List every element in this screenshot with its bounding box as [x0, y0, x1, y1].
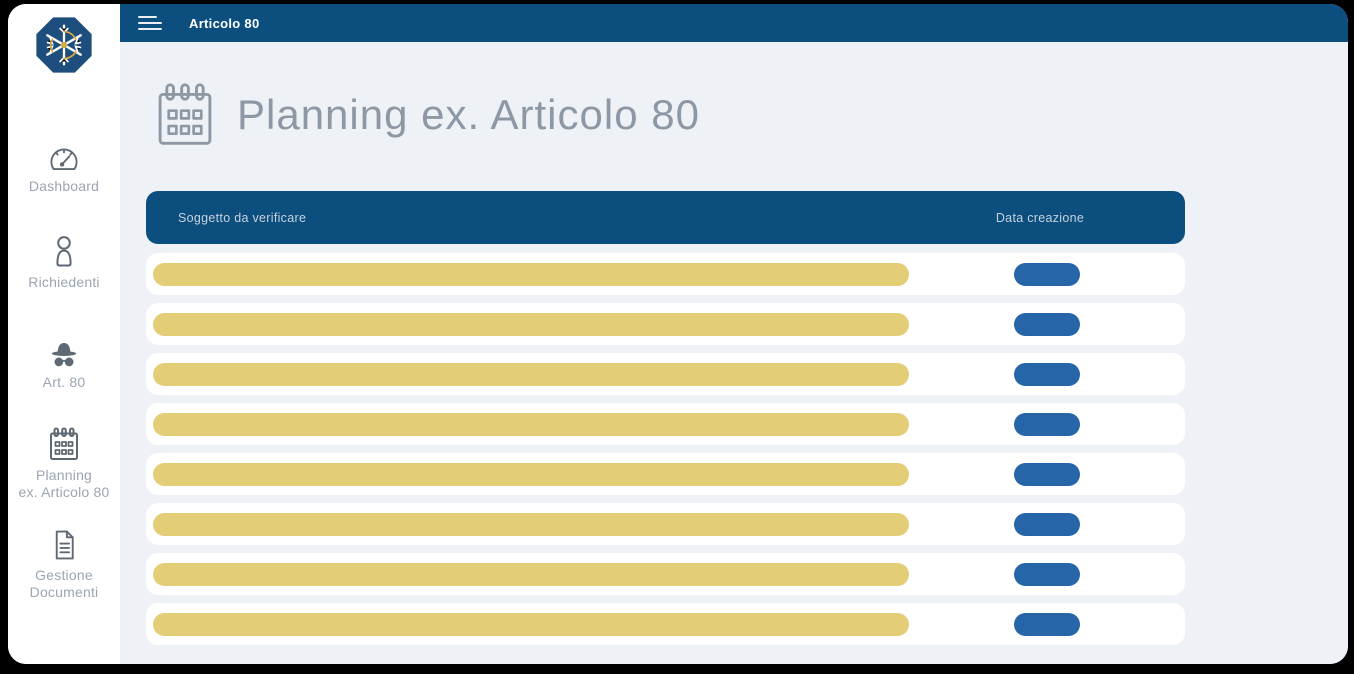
gauge-icon: [50, 148, 78, 170]
subject-redacted-pill: [153, 612, 909, 636]
table-row[interactable]: [146, 253, 1185, 296]
subject-cell: [146, 462, 909, 486]
table-row[interactable]: [146, 303, 1185, 346]
topbar: Articolo 80: [120, 4, 1348, 42]
subject-redacted-pill: [153, 312, 909, 336]
date-cell: [909, 462, 1185, 486]
hamburger-menu-icon[interactable]: [138, 16, 162, 30]
subject-redacted-pill: [153, 412, 909, 436]
sidebar-item-richiedenti[interactable]: Richiedenti: [8, 233, 120, 291]
sidebar-item-label: Gestione Documenti: [29, 567, 99, 600]
planning-table: Soggetto da verificare Data creazione: [146, 191, 1185, 646]
table-row[interactable]: [146, 453, 1185, 496]
topbar-title: Articolo 80: [189, 15, 260, 31]
document-icon: [55, 530, 74, 560]
person-icon: [56, 236, 72, 267]
date-cell: [909, 312, 1185, 336]
subject-cell: [146, 262, 909, 286]
subject-cell: [146, 312, 909, 336]
main-content: Planning ex. Articolo 80 Soggetto da ver…: [120, 42, 1348, 664]
table-row[interactable]: [146, 503, 1185, 546]
sidebar-item-label: Dashboard: [28, 178, 100, 194]
date-cell: [909, 362, 1185, 386]
subject-cell: [146, 362, 909, 386]
subject-redacted-pill: [153, 562, 909, 586]
sidebar-item-label: Planning ex. Articolo 80: [18, 467, 110, 500]
sidebar-item-planning[interactable]: Planning ex. Articolo 80: [8, 427, 120, 501]
table-row[interactable]: [146, 353, 1185, 396]
table-body: [146, 253, 1185, 646]
column-header-data-creazione: Data creazione: [995, 210, 1085, 225]
sidebar-nav: Dashboard Richiedenti Art. 80: [8, 145, 120, 601]
date-cell: [909, 262, 1185, 286]
sidebar: Dashboard Richiedenti Art. 80: [8, 4, 120, 664]
subject-cell: [146, 612, 909, 636]
incognito-icon: [51, 342, 77, 367]
sidebar-item-gestione-documenti[interactable]: Gestione Documenti: [8, 528, 120, 601]
table-row[interactable]: [146, 603, 1185, 646]
date-redacted-pill: [1014, 612, 1080, 636]
date-redacted-pill: [1014, 412, 1080, 436]
calendar-icon: [158, 83, 212, 145]
date-redacted-pill: [1014, 262, 1080, 286]
date-redacted-pill: [1014, 512, 1080, 536]
column-header-soggetto: Soggetto da verificare: [178, 210, 307, 225]
date-redacted-pill: [1014, 562, 1080, 586]
date-cell: [909, 512, 1185, 536]
subject-cell: [146, 412, 909, 436]
subject-redacted-pill: [153, 512, 909, 536]
date-cell: [909, 612, 1185, 636]
table-row[interactable]: [146, 553, 1185, 596]
subject-cell: [146, 512, 909, 536]
date-redacted-pill: [1014, 312, 1080, 336]
table-row[interactable]: [146, 403, 1185, 446]
date-cell: [909, 412, 1185, 436]
subject-redacted-pill: [153, 362, 909, 386]
page-title: Planning ex. Articolo 80: [237, 91, 700, 139]
snowflake-octagon-logo: [36, 17, 92, 73]
sidebar-item-label: Richiedenti: [28, 274, 100, 290]
subject-redacted-pill: [153, 462, 909, 486]
calendar-icon: [50, 427, 78, 460]
page-header: Planning ex. Articolo 80: [155, 63, 1348, 167]
sidebar-item-art-80[interactable]: Art. 80: [8, 339, 120, 391]
subject-cell: [146, 562, 909, 586]
app-window: Dashboard Richiedenti Art. 80: [8, 4, 1348, 664]
sidebar-item-label: Art. 80: [42, 374, 86, 390]
date-redacted-pill: [1014, 362, 1080, 386]
table-header: Soggetto da verificare Data creazione: [146, 191, 1185, 245]
date-cell: [909, 562, 1185, 586]
date-redacted-pill: [1014, 462, 1080, 486]
sidebar-item-dashboard[interactable]: Dashboard: [8, 145, 120, 195]
subject-redacted-pill: [153, 262, 909, 286]
